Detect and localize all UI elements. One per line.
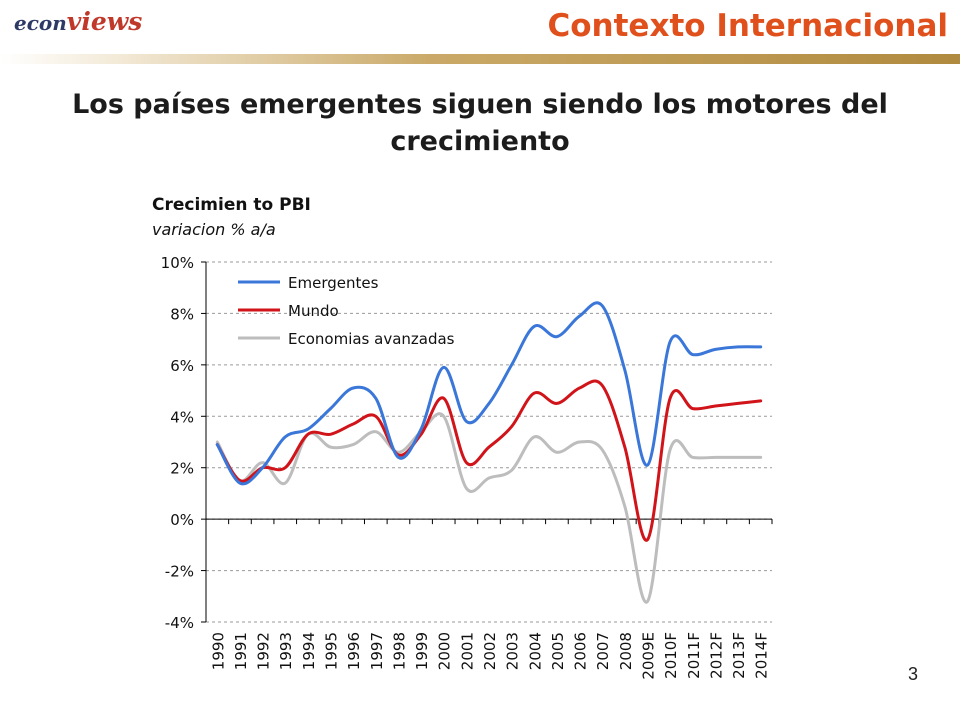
x-tick-label: 1990 [209, 632, 227, 670]
page-number: 3 [907, 664, 918, 684]
series-line-mundo [215, 379, 763, 542]
legend-label-emergentes: Emergentes [288, 274, 379, 292]
x-tick-label: 2006 [572, 632, 590, 670]
logo-views: views [66, 7, 143, 36]
x-tick-label: 1994 [300, 632, 318, 670]
x-tick-label: 1999 [413, 632, 431, 670]
x-tick-label: 1991 [232, 632, 250, 670]
chart-title: Crecimien to PBI [152, 195, 311, 215]
header-title: Contexto Internacional [547, 8, 948, 44]
y-axis: -4% -2% 0% 2% 4% 6% 8% 10% [161, 254, 207, 632]
chart-subtitle: variacion % a/a [152, 220, 276, 239]
legend-label-economias-avanzadas: Economias avanzadas [288, 330, 455, 348]
chart-legend: Emergentes Mundo Economias avanzadas [238, 274, 455, 348]
x-tick-label: 2001 [458, 632, 476, 670]
series-line-emergentes [215, 301, 763, 486]
x-tick-label: 2002 [481, 632, 499, 670]
x-tick-label: 2012F [707, 632, 725, 679]
x-tick-label: 2009E [639, 632, 657, 680]
x-tick-label: 1996 [345, 632, 363, 670]
y-tick-label: 8% [170, 305, 194, 323]
x-tick-label: 2011F [685, 632, 703, 679]
y-tick-label: 2% [170, 460, 194, 478]
x-tick-label: 2014F [753, 632, 771, 679]
y-tick-label: 6% [170, 357, 194, 375]
x-tick-label: 2003 [504, 632, 522, 670]
y-tick-label: 4% [170, 408, 194, 426]
x-tick-label: 2005 [549, 632, 567, 670]
x-tick-label: 1992 [255, 632, 273, 670]
x-tick-label: 1993 [277, 632, 295, 670]
logo-econ: econ [14, 11, 67, 35]
x-tick-label: 1998 [390, 632, 408, 670]
x-tick-label: 2013F [730, 632, 748, 679]
econviews-logo: econviews [14, 7, 143, 36]
slide-title: Los países emergentes siguen siendo los … [72, 89, 888, 157]
header-rule [0, 54, 960, 64]
x-axis: 1990 1991 1992 1993 1994 1995 1996 1997 1998 1999… [205, 518, 773, 680]
x-tick-label: 2000 [436, 632, 454, 670]
x-tick-label: 1995 [323, 632, 341, 670]
series-line-economias-avanzadas [215, 412, 763, 604]
x-tick-label: 2007 [594, 632, 612, 670]
legend-label-mundo: Mundo [288, 302, 339, 320]
y-tick-label: 0% [170, 511, 194, 529]
x-tick-label: 2004 [526, 632, 544, 670]
x-tick-label: 2008 [617, 632, 635, 670]
x-tick-label: 1997 [368, 632, 386, 670]
chart-series [215, 301, 763, 604]
x-tick-label: 2010F [662, 632, 680, 679]
y-tick-label: 10% [161, 254, 194, 272]
y-tick-label: -4% [165, 614, 194, 632]
y-tick-label: -2% [165, 563, 194, 581]
